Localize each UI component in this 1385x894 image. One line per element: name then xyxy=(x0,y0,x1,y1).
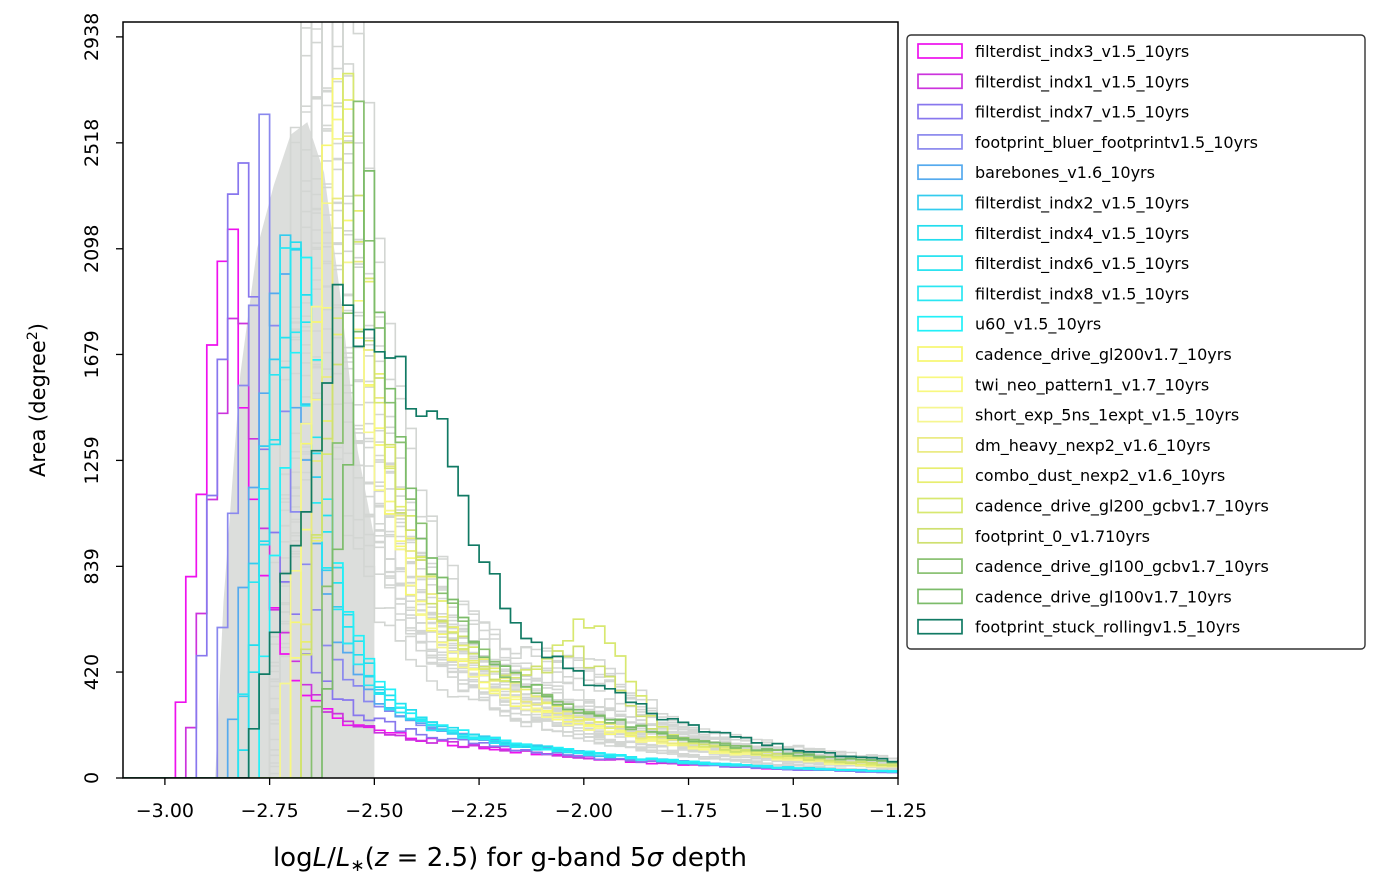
series-line-13 xyxy=(123,138,898,778)
legend-entry: filterdist_indx8_v1.5_10yrs xyxy=(975,284,1189,304)
series-line-20 xyxy=(123,283,898,778)
x-tick-label: −3.00 xyxy=(136,800,194,822)
y-tick-label: 1259 xyxy=(81,436,103,484)
x-tick-label: −1.50 xyxy=(764,800,822,822)
legend-swatch xyxy=(917,224,963,241)
y-tick-label: 1679 xyxy=(81,330,103,378)
background-series-group xyxy=(123,22,898,778)
legend-entry: footprint_0_v1.710yrs xyxy=(975,527,1150,547)
x-tick-label: −2.00 xyxy=(555,800,613,822)
legend-entry: filterdist_indx1_v1.5_10yrs xyxy=(975,72,1189,92)
x-tick-label: −2.75 xyxy=(241,800,299,822)
legend-entry: u60_v1.5_10yrs xyxy=(975,315,1101,335)
legend-frame xyxy=(906,34,1366,650)
legend-swatch xyxy=(917,376,963,393)
y-tick-label: 420 xyxy=(81,654,103,690)
series-line-10 xyxy=(123,256,898,778)
legend-entry: barebones_v1.6_10yrs xyxy=(975,163,1155,183)
legend-entry: footprint_bluer_footprintv1.5_10yrs xyxy=(975,133,1258,153)
legend-swatch xyxy=(917,194,963,211)
x-tick-label: −1.25 xyxy=(869,800,927,822)
legend-entry: cadence_drive_gl200_gcbv1.7_10yrs xyxy=(975,497,1269,517)
legend-swatch xyxy=(917,346,963,362)
legend-swatch xyxy=(917,437,963,453)
x-axis-label: logL/L∗(z = 2.5) for g-band 5σ depth xyxy=(273,843,747,876)
x-tick-label: −2.50 xyxy=(345,800,403,822)
legend-entry: filterdist_indx7_v1.5_10yrs xyxy=(975,103,1189,123)
y-tick-label: 0 xyxy=(81,772,103,784)
legend-swatch xyxy=(917,588,963,605)
legend-entry: filterdist_indx3_v1.5_10yrs xyxy=(975,42,1189,62)
background-density-fill xyxy=(215,122,375,778)
legend-entry: filterdist_indx6_v1.5_10yrs xyxy=(975,254,1189,274)
series-group xyxy=(123,72,898,778)
legend-swatch xyxy=(917,285,963,302)
legend-swatch xyxy=(917,406,963,423)
legend-swatch xyxy=(917,73,963,90)
legend-swatch xyxy=(917,134,963,150)
legend-swatch xyxy=(917,103,963,120)
legend-swatch xyxy=(917,164,963,181)
y-tick-label: 2098 xyxy=(81,225,103,273)
legend-swatch xyxy=(917,558,963,574)
legend-entry: footprint_stuck_rollingv1.5_10yrs xyxy=(975,618,1240,638)
x-tick-label: −1.75 xyxy=(659,800,717,822)
legend-entry: filterdist_indx2_v1.5_10yrs xyxy=(975,194,1189,214)
legend-entry: filterdist_indx4_v1.5_10yrs xyxy=(975,224,1189,244)
legend-entry: dm_heavy_nexp2_v1.6_10yrs xyxy=(975,436,1211,456)
legend-swatch xyxy=(917,527,963,544)
legend-swatch xyxy=(917,618,963,635)
legend-entry: short_exp_5ns_1expt_v1.5_10yrs xyxy=(975,406,1239,426)
legend-entry: cadence_drive_gl100_gcbv1.7_10yrs xyxy=(975,557,1269,577)
legend-entry: cadence_drive_gl200v1.7_10yrs xyxy=(975,345,1232,365)
y-tick-label: 839 xyxy=(81,548,103,584)
y-tick-label: 2518 xyxy=(81,119,103,167)
legend-swatch xyxy=(917,315,963,332)
legend-entry: twi_neo_pattern1_v1.7_10yrs xyxy=(975,375,1209,395)
plot-frame xyxy=(122,21,899,779)
legend-swatch xyxy=(917,497,963,514)
x-tick-label: −2.25 xyxy=(450,800,508,822)
y-axis: 0 420 839 1259 1679 2098 2518 2938 xyxy=(81,13,123,784)
y-tick-label: 2938 xyxy=(81,13,103,61)
series-line-19 xyxy=(123,170,898,778)
legend-entry: combo_dust_nexp2_v1.6_10yrs xyxy=(975,466,1225,486)
y-axis-label: Area (degree2) xyxy=(25,323,50,477)
x-axis: −3.00 −2.75 −2.50 −2.25 −2.00 −1.75 −1.50 −1.25 xyxy=(136,778,927,822)
legend: filterdist_indx3_v1.5_10yrs filterdist_in… xyxy=(906,34,1366,650)
legend-swatch xyxy=(917,43,963,59)
legend-entry: cadence_drive_gl100v1.7_10yrs xyxy=(975,587,1232,607)
legend-swatch xyxy=(917,255,963,271)
legend-swatch xyxy=(917,467,963,484)
